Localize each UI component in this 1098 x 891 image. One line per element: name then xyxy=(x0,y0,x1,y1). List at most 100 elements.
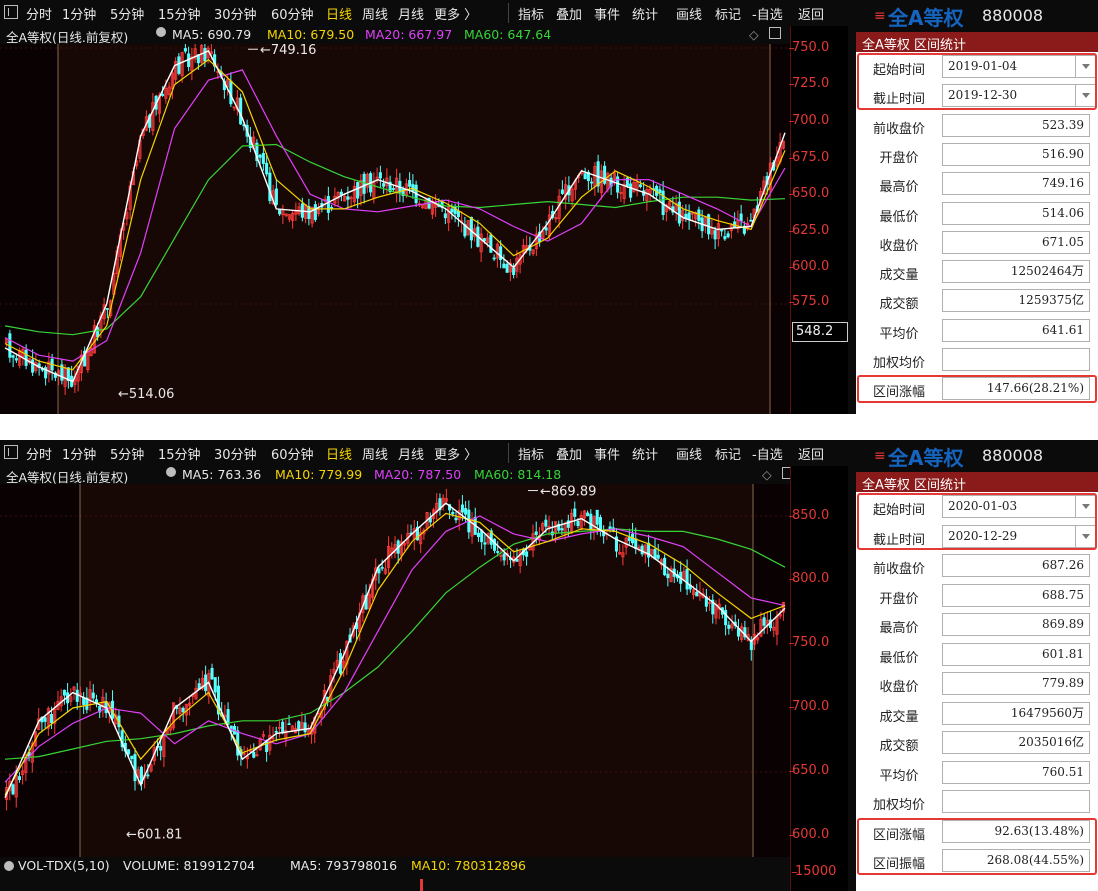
candle-body xyxy=(434,202,438,208)
period-tab-more[interactable]: 更多 〉 xyxy=(434,448,478,463)
ma10-readout: MA10: 779.99 xyxy=(275,467,363,482)
stats-row: 起始时间 2019-01-04 xyxy=(856,52,1098,81)
date-select[interactable]: 2019-12-30 xyxy=(942,84,1096,108)
candle-body xyxy=(300,722,304,729)
candle-body xyxy=(638,184,642,187)
candle-body xyxy=(749,219,753,222)
period-tab-5min[interactable]: 5分钟 xyxy=(110,448,145,463)
index-code: 880008 xyxy=(982,6,1044,25)
candle-body xyxy=(576,520,580,526)
diamond-icon[interactable]: ◇ xyxy=(749,27,759,42)
chevron-down-icon[interactable] xyxy=(1075,85,1095,107)
period-tab-15min[interactable]: 15分钟 xyxy=(158,8,201,23)
tool-indicator[interactable]: 指标 xyxy=(518,448,545,463)
stats-row: 前收盘价 687.26 xyxy=(856,551,1098,580)
period-tab-daily[interactable]: 日线 xyxy=(326,448,353,463)
indicator-toggle-icon[interactable] xyxy=(166,467,176,477)
period-tab-15min[interactable]: 15分钟 xyxy=(158,448,201,463)
candle-body xyxy=(261,153,265,164)
tool-mark[interactable]: 标记 xyxy=(715,448,742,463)
candle-body xyxy=(482,238,486,242)
stats-row: 加权均价 xyxy=(856,787,1098,816)
candle-body xyxy=(265,740,269,752)
window-toggle-icon[interactable] xyxy=(769,27,781,39)
indicator-toggle-icon[interactable] xyxy=(156,27,166,37)
highlight-box xyxy=(857,375,1097,403)
stats-row: 最高价 749.16 xyxy=(856,169,1098,198)
candle-body xyxy=(17,776,21,781)
period-tab-30min[interactable]: 30分钟 xyxy=(214,8,257,23)
period-tab-fenshi[interactable]: 分时 xyxy=(26,448,53,463)
tool-back[interactable]: 返回 xyxy=(798,448,825,463)
candle-body xyxy=(146,774,150,777)
menu-icon[interactable]: ≡ xyxy=(874,448,886,464)
period-tab-more[interactable]: 更多 〉 xyxy=(434,8,478,23)
period-tab-monthly[interactable]: 月线 xyxy=(398,8,425,23)
tool-events[interactable]: 事件 xyxy=(594,8,621,23)
candle-body xyxy=(307,206,311,219)
chevron-down-icon[interactable] xyxy=(1075,496,1095,517)
period-tab-1min[interactable]: 1分钟 xyxy=(62,8,97,23)
layout-toggle-icon[interactable] xyxy=(4,445,18,459)
tool-stats[interactable]: 统计 xyxy=(632,448,659,463)
candle-body xyxy=(343,195,347,202)
tool-watchlist[interactable]: -自选 xyxy=(752,8,783,23)
candle-body xyxy=(157,94,161,114)
ma5-readout: MA5: 763.36 xyxy=(182,467,262,482)
volume-toggle-icon[interactable] xyxy=(4,861,14,871)
chart-toolbar: 分时 1分钟 5分钟 15分钟 30分钟 60分钟 日线 周线 月线 更多 〉 … xyxy=(0,440,858,466)
stats-row: 收盘价 779.89 xyxy=(856,669,1098,698)
period-tab-60min[interactable]: 60分钟 xyxy=(271,448,314,463)
y-tick: 850.0 xyxy=(789,508,842,523)
candle-body xyxy=(210,667,214,680)
period-tab-fenshi[interactable]: 分时 xyxy=(26,8,53,23)
period-tab-daily[interactable]: 日线 xyxy=(326,8,353,23)
period-tab-60min[interactable]: 60分钟 xyxy=(271,8,314,23)
tool-stats[interactable]: 统计 xyxy=(632,8,659,23)
date-select[interactable]: 2020-01-03 xyxy=(942,495,1096,518)
candle-body xyxy=(85,697,89,710)
chevron-down-icon[interactable] xyxy=(1075,56,1095,77)
tool-draw[interactable]: 画线 xyxy=(676,448,703,463)
tool-draw[interactable]: 画线 xyxy=(676,8,703,23)
candle-body xyxy=(456,210,460,218)
period-tab-30min[interactable]: 30分钟 xyxy=(214,448,257,463)
menu-icon[interactable]: ≡ xyxy=(874,8,886,24)
period-tab-monthly[interactable]: 月线 xyxy=(398,448,425,463)
period-tab-weekly[interactable]: 周线 xyxy=(362,448,389,463)
stats-value: 749.16 xyxy=(942,172,1090,196)
candle-body xyxy=(618,552,622,555)
tool-overlay[interactable]: 叠加 xyxy=(556,8,583,23)
candle-body xyxy=(346,196,350,200)
tool-overlay[interactable]: 叠加 xyxy=(556,448,583,463)
tool-mark[interactable]: 标记 xyxy=(715,8,742,23)
tool-watchlist[interactable]: -自选 xyxy=(752,448,783,463)
diamond-icon[interactable]: ◇ xyxy=(762,467,772,482)
candle-body xyxy=(255,142,259,161)
tool-indicator[interactable]: 指标 xyxy=(518,8,545,23)
candle-body xyxy=(518,254,522,265)
candle-body xyxy=(149,764,153,772)
kline-chart[interactable]: ←749.16 ←514.06 xyxy=(0,44,790,414)
candle-body xyxy=(583,173,587,179)
chevron-down-icon[interactable] xyxy=(1075,525,1095,547)
stats-label: 成交额 xyxy=(879,297,919,313)
period-tab-5min[interactable]: 5分钟 xyxy=(110,8,145,23)
candle-body xyxy=(512,267,516,275)
kline-chart[interactable]: ←869.89 ←601.81 xyxy=(0,484,790,857)
stats-row: 截止时间 2019-12-30 xyxy=(856,81,1098,110)
candle-body xyxy=(622,183,626,199)
candle-body xyxy=(168,726,172,731)
stats-label: 收盘价 xyxy=(879,680,919,695)
candle-body xyxy=(303,722,307,733)
period-tab-1min[interactable]: 1分钟 xyxy=(62,448,97,463)
stats-value: 12502464万 xyxy=(942,260,1090,284)
layout-toggle-icon[interactable] xyxy=(4,5,18,19)
stats-label: 平均价 xyxy=(879,768,919,784)
date-select[interactable]: 2019-01-04 xyxy=(942,55,1096,78)
tool-events[interactable]: 事件 xyxy=(594,448,621,463)
tool-back[interactable]: 返回 xyxy=(798,8,825,23)
period-tab-weekly[interactable]: 周线 xyxy=(362,8,389,23)
candle-body xyxy=(708,602,712,604)
chart-header: 全A等权(日线.前复权) MA5: 690.79 MA10: 679.50 MA… xyxy=(0,26,790,45)
